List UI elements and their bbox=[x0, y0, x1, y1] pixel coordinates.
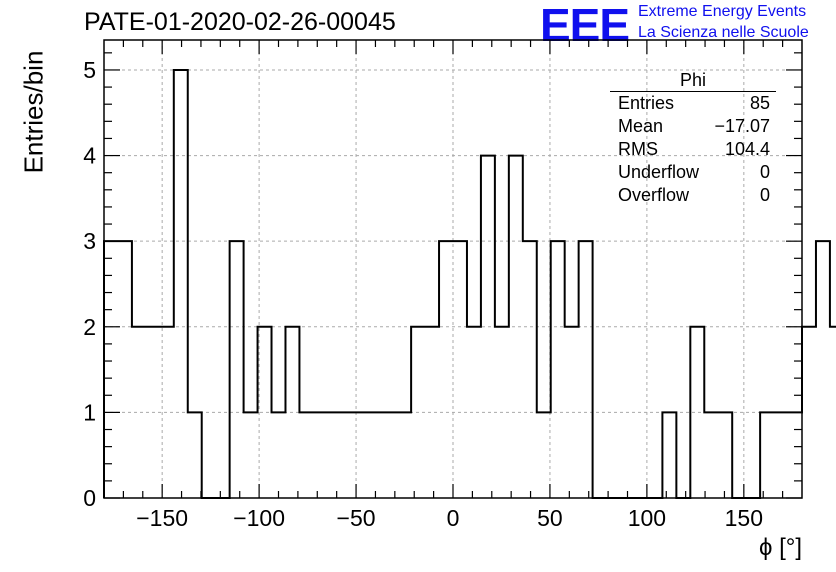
chart-title: PATE-01-2020-02-26-00045 bbox=[84, 8, 396, 36]
x-tick-label: −50 bbox=[337, 505, 376, 531]
y-tick-label: 2 bbox=[83, 314, 96, 340]
stats-label: RMS bbox=[618, 139, 658, 159]
x-tick-label: 0 bbox=[447, 505, 460, 531]
x-tick-label: 150 bbox=[725, 505, 763, 531]
stats-title: Phi bbox=[610, 70, 776, 92]
stats-label: Overflow bbox=[618, 185, 690, 205]
logo-text-line2: La Scienza nelle Scuole bbox=[638, 24, 809, 41]
stats-value: 0 bbox=[759, 162, 770, 182]
eee-logo: EEE bbox=[540, 0, 630, 51]
stats-row-mean: Mean −17.07 bbox=[610, 115, 776, 138]
stats-label: Mean bbox=[618, 116, 664, 136]
stats-row-overflow: Overflow 0 bbox=[610, 184, 776, 207]
logo-text-line1: Extreme Energy Events bbox=[638, 3, 807, 20]
x-tick-label: −150 bbox=[136, 505, 188, 531]
stats-box: Phi Entries 85 Mean −17.07 RMS 104.4 Und… bbox=[610, 70, 776, 207]
stats-row-underflow: Underflow 0 bbox=[610, 161, 776, 184]
x-tick-label: 100 bbox=[628, 505, 666, 531]
stats-label: Entries bbox=[618, 93, 675, 113]
y-tick-label: 4 bbox=[83, 143, 96, 169]
x-axis-label: ϕ [°] bbox=[758, 534, 802, 561]
y-tick-label: 0 bbox=[83, 485, 96, 511]
x-tick-label: −100 bbox=[233, 505, 285, 531]
y-axis-label: Entries/bin bbox=[18, 50, 49, 174]
stats-label: Underflow bbox=[618, 162, 700, 182]
y-tick-label: 5 bbox=[83, 57, 96, 83]
y-tick-label: 1 bbox=[83, 399, 96, 425]
stats-value: −17.07 bbox=[714, 116, 770, 136]
stats-value: 104.4 bbox=[724, 139, 770, 159]
x-tick-label: 50 bbox=[537, 505, 563, 531]
histogram-line bbox=[103, 68, 836, 499]
stats-value: 85 bbox=[749, 93, 770, 113]
stats-row-entries: Entries 85 bbox=[610, 92, 776, 115]
stats-row-rms: RMS 104.4 bbox=[610, 138, 776, 161]
stats-value: 0 bbox=[759, 185, 770, 205]
y-tick-label: 3 bbox=[83, 228, 96, 254]
